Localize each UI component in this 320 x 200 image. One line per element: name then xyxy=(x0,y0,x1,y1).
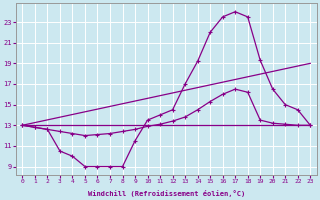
X-axis label: Windchill (Refroidissement éolien,°C): Windchill (Refroidissement éolien,°C) xyxy=(88,190,245,197)
